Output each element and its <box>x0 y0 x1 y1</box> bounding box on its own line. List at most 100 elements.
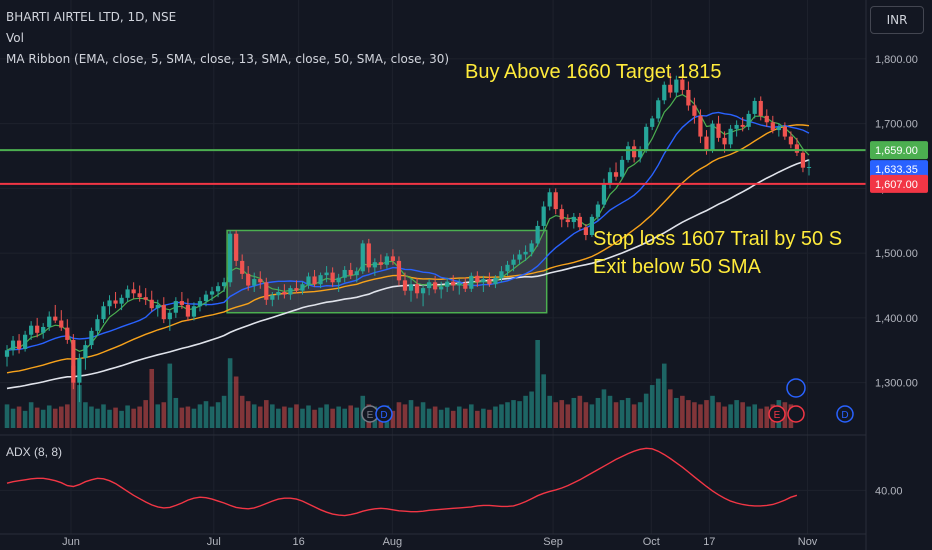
volume-bar <box>462 408 468 428</box>
candle-body <box>65 327 70 340</box>
volume-bar <box>565 404 571 428</box>
candle-body <box>4 350 10 357</box>
candle-body <box>547 192 552 207</box>
volume-bar <box>426 408 432 428</box>
candle <box>469 272 474 292</box>
candle-body <box>746 113 751 127</box>
volume-bar <box>444 407 450 428</box>
candle-body <box>439 286 444 290</box>
candle-body <box>276 292 281 296</box>
volume-bar <box>547 395 552 428</box>
symbol-title[interactable]: BHARTI AIRTEL LTD, 1D, NSE <box>6 10 177 24</box>
candle <box>173 297 178 318</box>
volume-legend[interactable]: Vol <box>6 31 24 45</box>
volume-bar <box>571 397 577 428</box>
candle-body <box>16 340 22 349</box>
candle-body <box>559 209 564 220</box>
ema5-line <box>6 93 810 352</box>
candle <box>475 271 480 287</box>
candle <box>553 188 558 215</box>
candle <box>29 321 34 340</box>
price-label-badge <box>870 174 928 193</box>
exit-annotation: Exit below 50 SMA <box>593 256 762 278</box>
candle-body <box>384 256 390 265</box>
candle <box>22 330 28 352</box>
candle-body <box>722 137 727 145</box>
ma-ribbon-legend[interactable]: MA Ribbon (EMA, close, 5, SMA, close, 13… <box>6 52 450 66</box>
candle-body <box>53 316 58 321</box>
volume-bar <box>107 409 112 428</box>
candle <box>53 304 58 324</box>
time-tick-label: Oct <box>643 536 660 548</box>
candle-body <box>698 115 703 137</box>
candle <box>408 279 414 302</box>
candle-body <box>258 279 263 283</box>
candle-body <box>662 84 667 101</box>
volume-bar <box>221 395 227 428</box>
volume-bar <box>312 409 317 428</box>
candle-body <box>553 192 558 210</box>
volume-bar <box>601 389 607 428</box>
volume-bar <box>668 389 673 428</box>
candle <box>372 258 377 276</box>
candle <box>113 292 118 309</box>
candle-body <box>571 216 576 223</box>
candle <box>258 271 263 289</box>
candle-body <box>149 299 154 309</box>
candle-body <box>119 297 124 304</box>
candle <box>71 334 76 390</box>
event-marker-label: D <box>841 410 848 421</box>
candle <box>535 220 540 247</box>
candle-body <box>173 301 178 313</box>
volume-bar <box>595 397 601 428</box>
candle <box>517 249 522 265</box>
candle <box>806 159 812 176</box>
candle <box>487 272 492 287</box>
volume-bar <box>643 393 649 428</box>
volume-bar <box>390 410 396 428</box>
event-marker: E <box>768 405 786 423</box>
volume-bar <box>276 408 281 428</box>
split-marker-icon <box>787 405 805 423</box>
sma13-line <box>6 111 810 351</box>
currency-selector[interactable]: INR <box>870 6 924 34</box>
candle-body <box>595 204 601 217</box>
candle <box>577 212 582 231</box>
candle-body <box>463 282 468 289</box>
consolidation-box <box>226 229 548 314</box>
candle <box>306 272 311 289</box>
candle-body <box>565 219 570 223</box>
candle <box>107 295 112 315</box>
candle <box>228 230 233 287</box>
candle-body <box>143 297 148 300</box>
candlesticks[interactable] <box>4 73 812 403</box>
candle <box>59 310 64 331</box>
candle-body <box>517 254 522 260</box>
volume-bar <box>402 404 408 428</box>
volume-bar <box>631 404 637 428</box>
candle-body <box>390 256 396 261</box>
candle <box>10 336 16 356</box>
candle-body <box>402 280 408 291</box>
candle-body <box>451 281 456 286</box>
candle <box>794 137 800 156</box>
candle-body <box>95 319 100 331</box>
candle-body <box>674 79 679 93</box>
candle-body <box>692 105 697 116</box>
price-tick-label: 1,700.00 <box>875 119 918 131</box>
moving-average-ribbon <box>6 93 810 390</box>
horizontal-levels[interactable] <box>0 149 866 185</box>
event-marker-circle <box>375 405 393 423</box>
volume-bar <box>191 408 197 428</box>
candle-body <box>625 146 631 160</box>
volume-bar <box>203 401 209 428</box>
candle <box>728 124 733 149</box>
volume-bar <box>746 406 751 428</box>
candle <box>240 254 245 280</box>
candle-body <box>632 146 637 158</box>
candle <box>481 275 486 292</box>
volume-bar <box>758 408 764 428</box>
